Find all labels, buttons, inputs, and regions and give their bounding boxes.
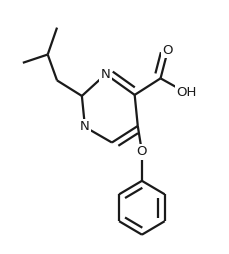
- Text: N: N: [100, 68, 110, 81]
- Text: OH: OH: [175, 86, 196, 99]
- Text: N: N: [80, 120, 90, 134]
- Text: O: O: [162, 44, 172, 57]
- Text: O: O: [136, 145, 147, 158]
